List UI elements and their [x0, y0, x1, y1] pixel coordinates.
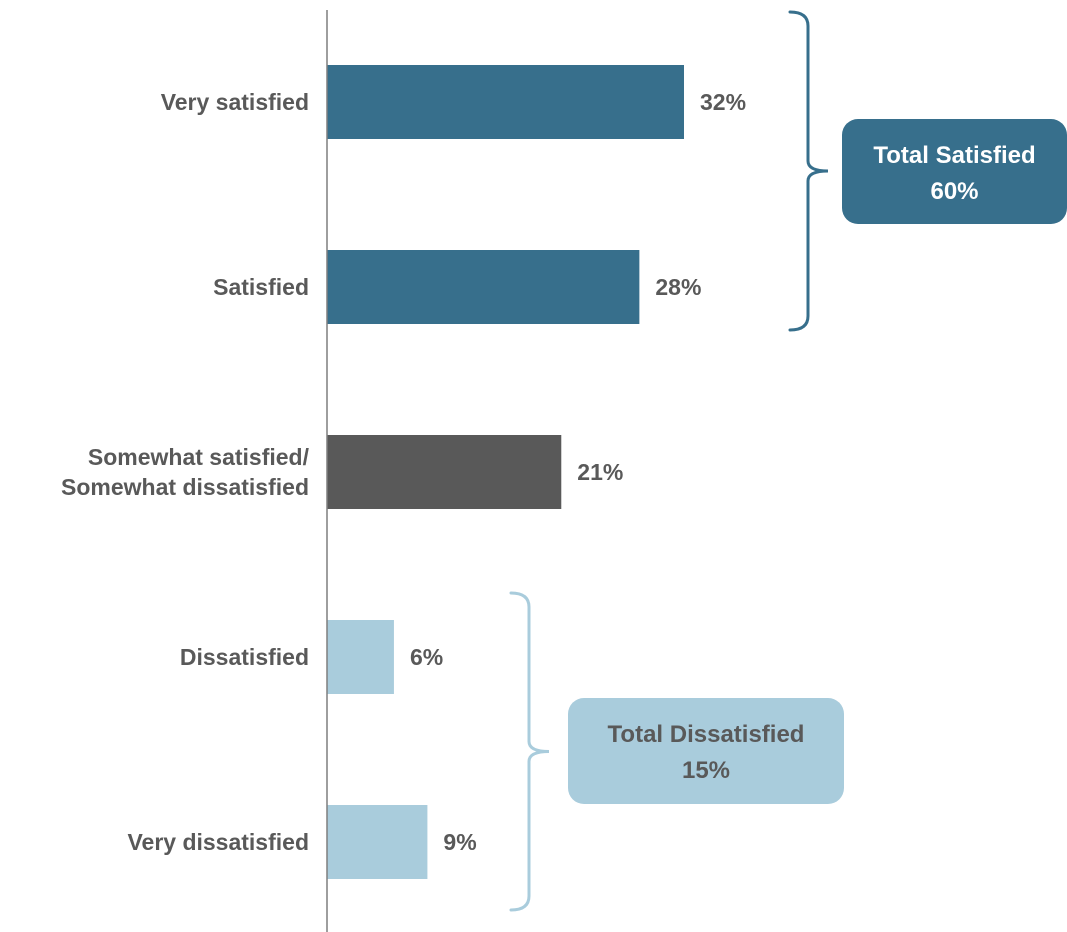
- category-label-1: Satisfied: [213, 274, 309, 300]
- group-total-0: 60%: [930, 178, 978, 205]
- bar-1: [327, 250, 640, 324]
- category-label-line: Somewhat satisfied/: [88, 444, 310, 470]
- bars-layer: [327, 65, 684, 879]
- value-label-2: 21%: [577, 459, 623, 485]
- category-label-line: Dissatisfied: [180, 644, 309, 670]
- bar-3: [327, 620, 394, 694]
- value-label-1: 28%: [655, 274, 701, 300]
- value-label-0: 32%: [700, 89, 746, 115]
- group-bracket-1: [509, 591, 550, 912]
- group-total-1: 15%: [682, 757, 730, 784]
- value-label-4: 9%: [443, 829, 476, 855]
- bar-0: [327, 65, 684, 139]
- category-label-4: Very dissatisfied: [127, 829, 309, 855]
- group-annotations: Total Satisfied 60% Total Dissatisfied 15%: [509, 10, 1067, 912]
- category-labels: Very satisfied Satisfied Somewhat satisfie…: [61, 89, 310, 855]
- category-label-3: Dissatisfied: [180, 644, 309, 670]
- category-label-0: Very satisfied: [161, 89, 309, 115]
- value-labels: 32% 28% 21% 6% 9%: [410, 89, 746, 855]
- bar-4: [327, 805, 428, 879]
- group-label-0: Total Satisfied: [873, 142, 1035, 169]
- category-label-line: Very satisfied: [161, 89, 309, 115]
- value-label-3: 6%: [410, 644, 443, 670]
- category-label-line: Somewhat dissatisfied: [61, 474, 309, 500]
- group-label-1: Total Dissatisfied: [608, 721, 805, 748]
- group-bracket-0: [788, 10, 829, 332]
- category-label-line: Satisfied: [213, 274, 309, 300]
- category-label-2: Somewhat satisfied/Somewhat dissatisfied: [61, 444, 310, 500]
- group-box-0: [842, 119, 1067, 224]
- category-label-line: Very dissatisfied: [127, 829, 309, 855]
- bar-2: [327, 435, 562, 509]
- group-box-1: [568, 698, 844, 804]
